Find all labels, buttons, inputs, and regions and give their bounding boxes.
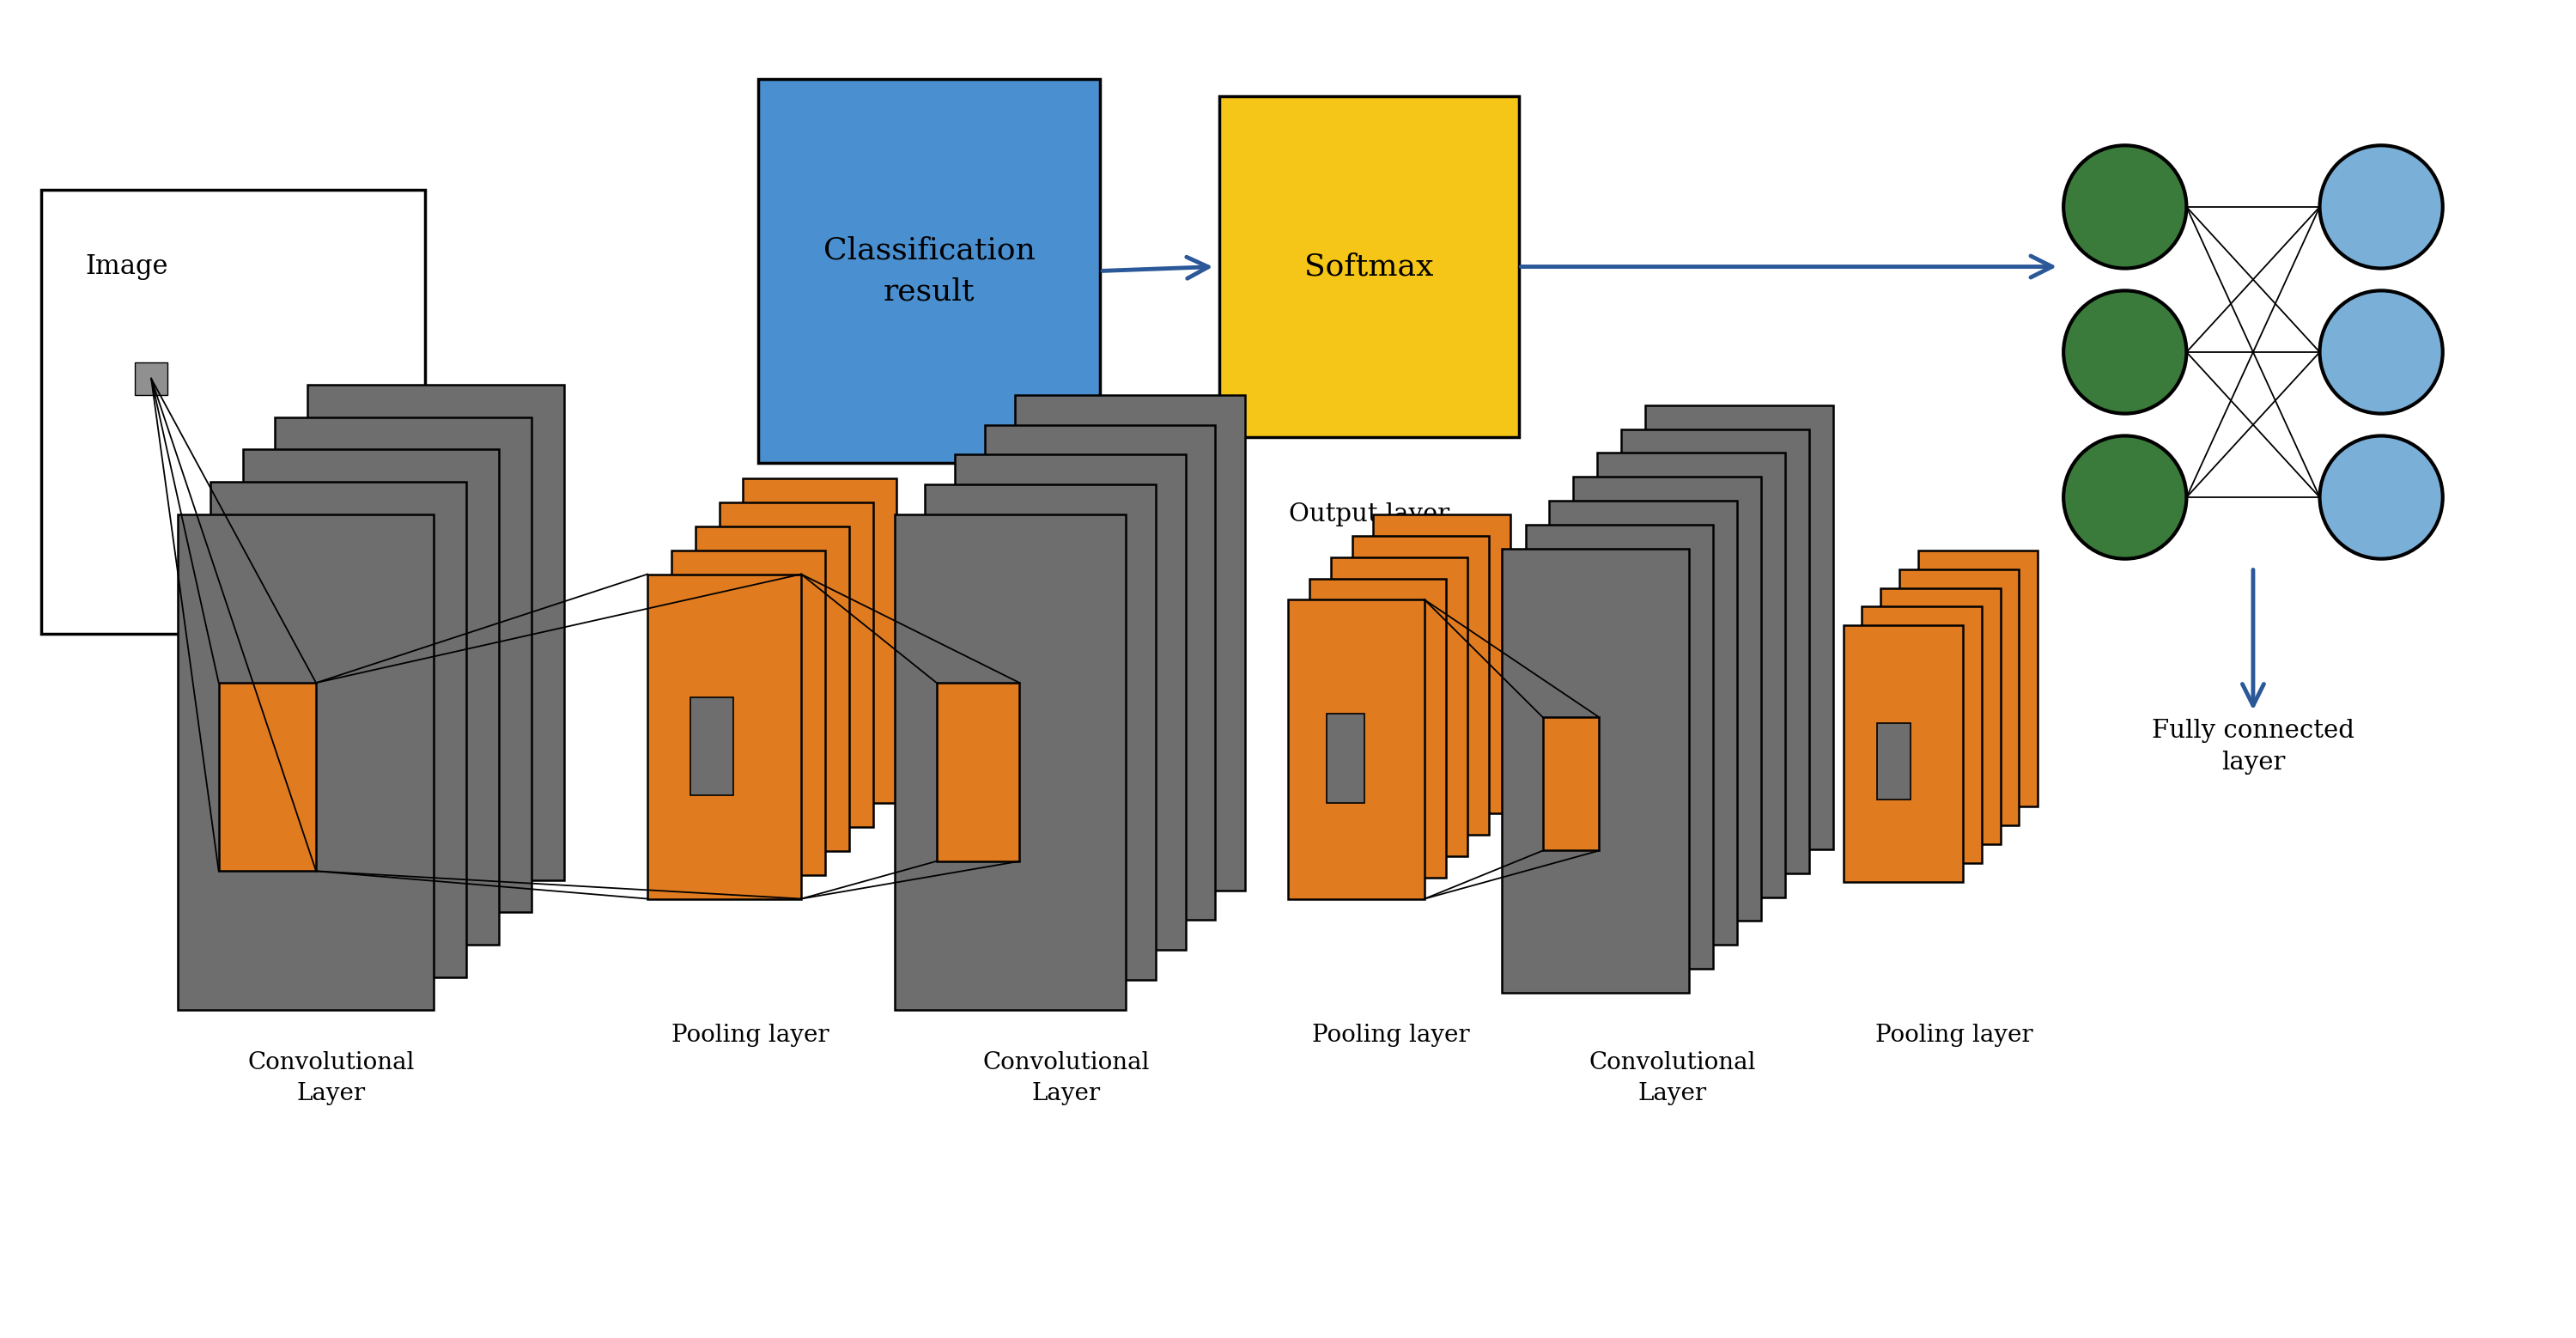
FancyBboxPatch shape: [1373, 514, 1510, 814]
FancyBboxPatch shape: [925, 484, 1157, 979]
Circle shape: [2063, 290, 2187, 413]
FancyBboxPatch shape: [757, 79, 1100, 463]
Circle shape: [2063, 146, 2187, 269]
Text: Image: Image: [85, 253, 167, 280]
Text: Pooling layer: Pooling layer: [1311, 1024, 1468, 1048]
FancyBboxPatch shape: [1543, 717, 1600, 851]
FancyBboxPatch shape: [134, 363, 167, 395]
FancyBboxPatch shape: [1597, 452, 1785, 896]
Text: Convolutional
Layer: Convolutional Layer: [1589, 1052, 1757, 1105]
FancyBboxPatch shape: [894, 514, 1126, 1010]
FancyBboxPatch shape: [178, 514, 433, 1010]
FancyBboxPatch shape: [1327, 713, 1365, 803]
FancyBboxPatch shape: [1548, 500, 1736, 945]
Text: Convolutional
Layer: Convolutional Layer: [247, 1052, 415, 1105]
FancyBboxPatch shape: [307, 384, 564, 880]
FancyBboxPatch shape: [242, 450, 500, 945]
FancyBboxPatch shape: [672, 550, 824, 875]
FancyBboxPatch shape: [1880, 587, 2002, 844]
Circle shape: [2321, 290, 2442, 413]
FancyBboxPatch shape: [1332, 557, 1468, 856]
FancyBboxPatch shape: [41, 190, 425, 634]
FancyBboxPatch shape: [1015, 395, 1244, 890]
Text: Convolutional
Layer: Convolutional Layer: [981, 1052, 1149, 1105]
FancyBboxPatch shape: [719, 503, 873, 827]
FancyBboxPatch shape: [696, 526, 850, 851]
FancyBboxPatch shape: [647, 574, 801, 899]
Text: Output layer: Output layer: [1288, 502, 1450, 526]
FancyBboxPatch shape: [1218, 96, 1520, 438]
FancyBboxPatch shape: [1574, 476, 1762, 921]
Text: Classification
result: Classification result: [824, 235, 1036, 306]
FancyBboxPatch shape: [1844, 625, 1963, 882]
FancyBboxPatch shape: [742, 479, 896, 803]
FancyBboxPatch shape: [1502, 549, 1690, 993]
FancyBboxPatch shape: [956, 455, 1185, 950]
FancyBboxPatch shape: [1288, 599, 1425, 899]
Circle shape: [2321, 436, 2442, 559]
Circle shape: [2321, 146, 2442, 269]
FancyBboxPatch shape: [1620, 429, 1808, 874]
Text: Pooling layer: Pooling layer: [1875, 1024, 2032, 1048]
FancyBboxPatch shape: [276, 417, 531, 913]
Text: Pooling layer: Pooling layer: [672, 1024, 829, 1048]
FancyBboxPatch shape: [690, 697, 734, 795]
FancyBboxPatch shape: [211, 482, 466, 977]
FancyBboxPatch shape: [1525, 524, 1713, 969]
Text: Fully connected
layer: Fully connected layer: [2151, 719, 2354, 775]
FancyBboxPatch shape: [938, 682, 1020, 862]
Text: Softmax: Softmax: [1303, 252, 1435, 281]
FancyBboxPatch shape: [1878, 723, 1911, 800]
FancyBboxPatch shape: [1309, 578, 1445, 878]
FancyBboxPatch shape: [219, 682, 317, 871]
FancyBboxPatch shape: [1919, 550, 2038, 807]
FancyBboxPatch shape: [1862, 606, 1981, 863]
FancyBboxPatch shape: [984, 424, 1216, 921]
FancyBboxPatch shape: [1646, 405, 1834, 850]
FancyBboxPatch shape: [1352, 535, 1489, 835]
FancyBboxPatch shape: [1899, 569, 2020, 826]
Circle shape: [2063, 436, 2187, 559]
